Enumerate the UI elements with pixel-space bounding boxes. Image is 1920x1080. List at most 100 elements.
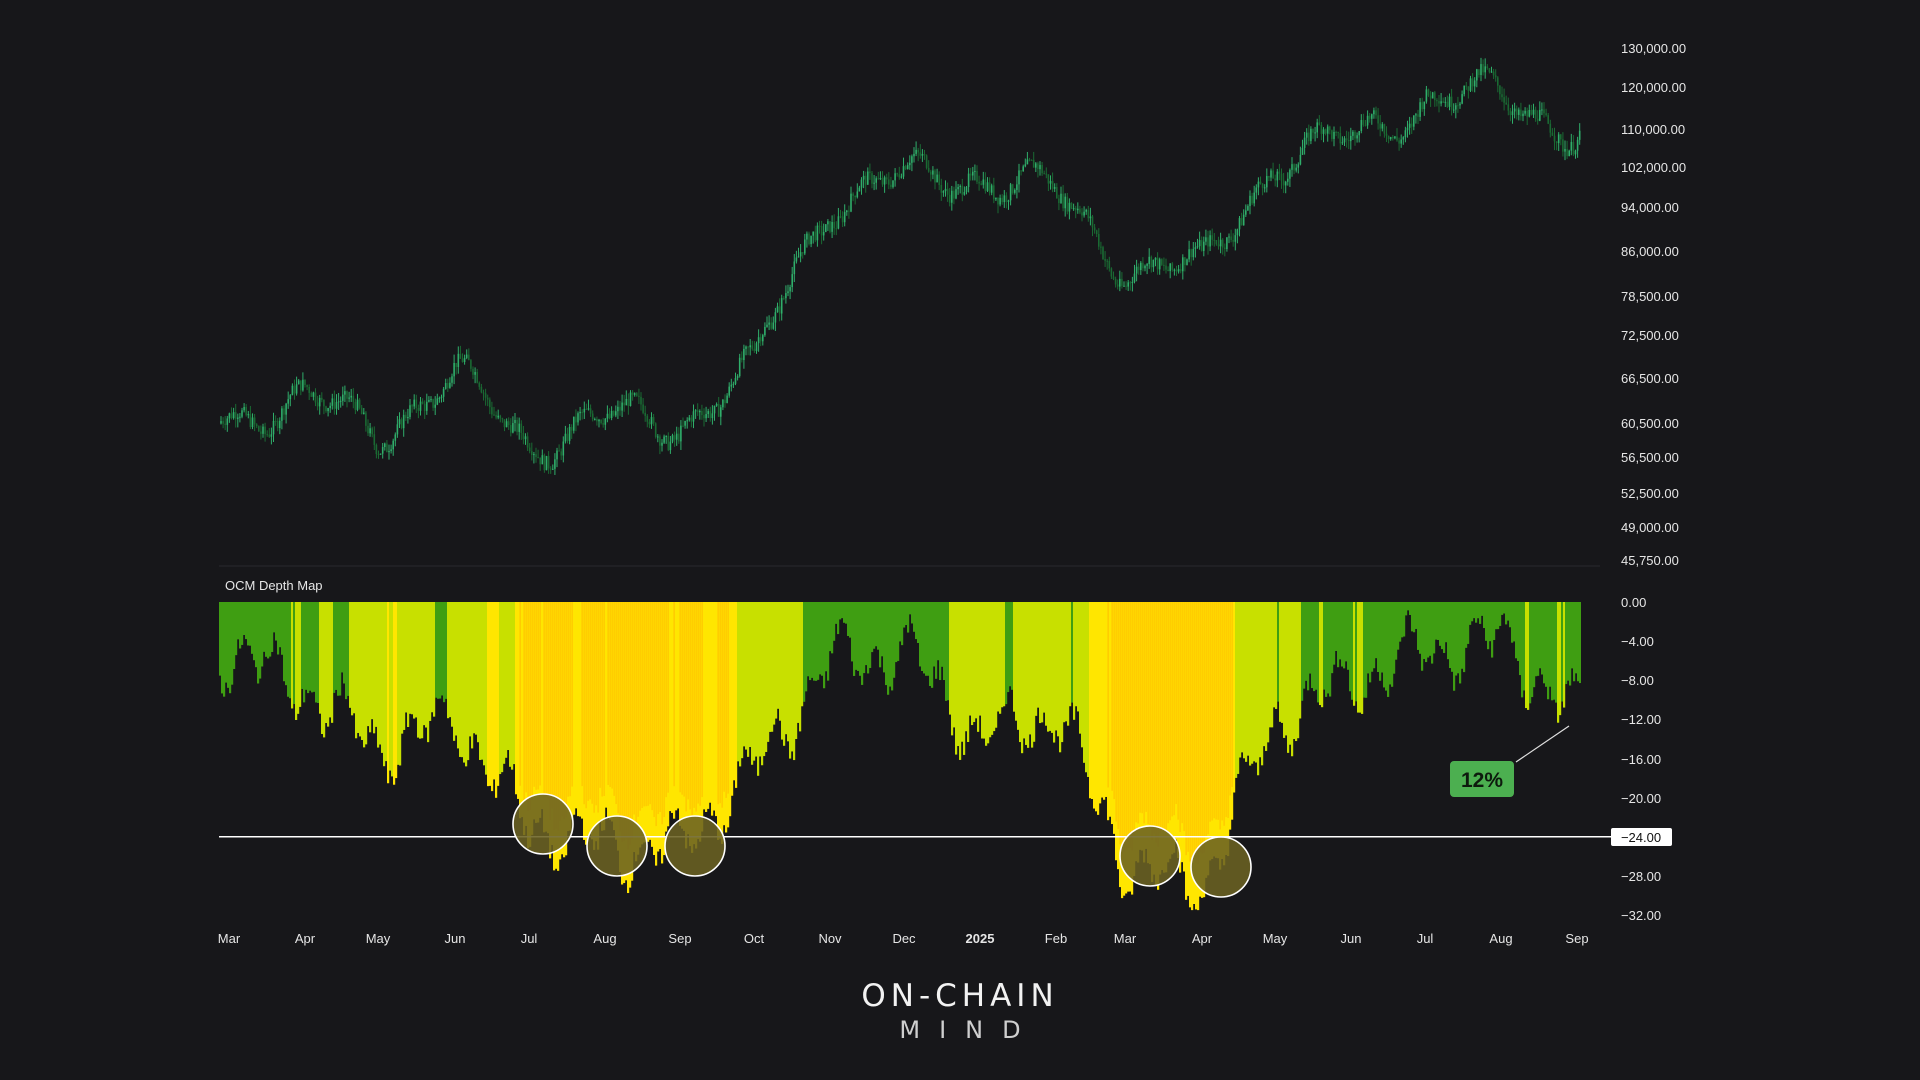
price-candle xyxy=(379,453,382,455)
price-candle xyxy=(1461,90,1463,105)
depth-strip xyxy=(1357,602,1360,713)
price-candle xyxy=(449,377,451,389)
depth-strip xyxy=(1453,602,1456,691)
depth-core-strip xyxy=(569,602,571,797)
depth-strip xyxy=(1019,602,1022,743)
depth-strip xyxy=(1441,602,1444,650)
depth-strip xyxy=(1005,602,1008,705)
depth-strip xyxy=(703,602,706,810)
price-candle xyxy=(841,211,844,227)
depth-strip xyxy=(1337,602,1340,668)
depth-strip xyxy=(409,602,412,714)
depth-strip xyxy=(1543,602,1546,684)
price-candle xyxy=(342,386,344,406)
price-candle xyxy=(400,417,403,430)
time-tick-label: May xyxy=(366,931,391,946)
depth-strip xyxy=(745,602,748,750)
price-candle xyxy=(667,432,670,452)
price-candle xyxy=(661,439,663,452)
depth-strip xyxy=(1503,602,1506,614)
depth-core-strip xyxy=(1117,602,1119,830)
depth-strip xyxy=(1309,602,1312,674)
price-candle xyxy=(1280,168,1283,189)
depth-strip xyxy=(453,602,456,741)
price-candle xyxy=(533,451,535,464)
depth-strip xyxy=(1041,602,1044,723)
price-candle xyxy=(1148,248,1150,269)
price-candle xyxy=(1347,131,1350,150)
price-candle xyxy=(1488,68,1491,74)
depth-strip xyxy=(755,602,758,757)
price-candle xyxy=(1484,58,1486,79)
depth-core-strip xyxy=(1113,602,1115,800)
price-candle xyxy=(1408,116,1411,135)
price-candle xyxy=(1301,139,1304,155)
depth-strip xyxy=(869,602,872,668)
price-candle xyxy=(1440,93,1442,107)
depth-strip xyxy=(473,602,476,734)
price-candle xyxy=(1358,130,1360,143)
depth-strip xyxy=(831,602,834,654)
price-candle xyxy=(1085,208,1087,215)
depth-map-pane xyxy=(219,602,1581,911)
price-candle xyxy=(1056,183,1058,199)
depth-strip xyxy=(1467,602,1470,644)
depth-strip xyxy=(729,602,732,817)
price-candle xyxy=(1549,119,1552,138)
price-candle xyxy=(335,394,338,415)
depth-strip xyxy=(1405,602,1408,616)
price-candle xyxy=(717,397,720,417)
depth-core-strip xyxy=(1189,602,1191,862)
depth-core-strip xyxy=(523,602,525,801)
price-candle xyxy=(1116,279,1119,290)
depth-strip xyxy=(937,602,940,661)
depth-strip xyxy=(967,602,970,743)
depth-strip xyxy=(1097,602,1100,815)
price-candle xyxy=(1009,182,1012,206)
price-candle xyxy=(1245,204,1247,217)
depth-strip xyxy=(441,602,444,696)
price-candle xyxy=(1326,124,1329,142)
depth-strip xyxy=(1007,602,1010,693)
depth-strip xyxy=(483,602,486,766)
price-candle xyxy=(480,383,483,394)
depth-core-strip xyxy=(1173,602,1175,816)
depth-strip xyxy=(759,602,762,757)
price-candle xyxy=(951,185,953,211)
depth-strip xyxy=(463,602,466,763)
price-candle xyxy=(988,177,991,196)
price-candle xyxy=(990,183,993,196)
price-candle xyxy=(356,393,359,412)
price-candle xyxy=(426,393,428,415)
depth-strip xyxy=(1571,602,1574,669)
indicator-title: OCM Depth Map xyxy=(225,578,323,593)
price-candle xyxy=(1419,98,1421,121)
price-candle xyxy=(451,373,453,387)
depth-strip xyxy=(325,602,328,724)
price-candle xyxy=(503,419,506,432)
price-candle xyxy=(1058,194,1060,211)
depth-core-strip xyxy=(1217,602,1219,820)
price-candle xyxy=(1219,232,1222,254)
depth-strip xyxy=(1459,602,1462,684)
depth-strip xyxy=(1363,602,1366,698)
depth-strip xyxy=(1549,602,1552,687)
depth-strip xyxy=(1291,602,1294,757)
price-candle xyxy=(554,453,556,475)
depth-core-strip xyxy=(1191,602,1193,864)
depth-core-strip xyxy=(663,602,665,818)
depth-strip xyxy=(847,602,850,636)
depth-core-strip xyxy=(1159,602,1161,834)
price-candle xyxy=(461,353,464,363)
depth-strip xyxy=(785,602,788,735)
depth-core-strip xyxy=(583,602,585,805)
price-candle xyxy=(1442,97,1444,103)
depth-core-strip xyxy=(1211,602,1213,821)
price-candle xyxy=(612,410,615,417)
price-candle xyxy=(1255,184,1258,200)
depth-core-strip xyxy=(1225,602,1227,818)
price-candle xyxy=(684,420,686,429)
time-tick-label: Jun xyxy=(445,931,466,946)
price-candle xyxy=(304,379,306,388)
